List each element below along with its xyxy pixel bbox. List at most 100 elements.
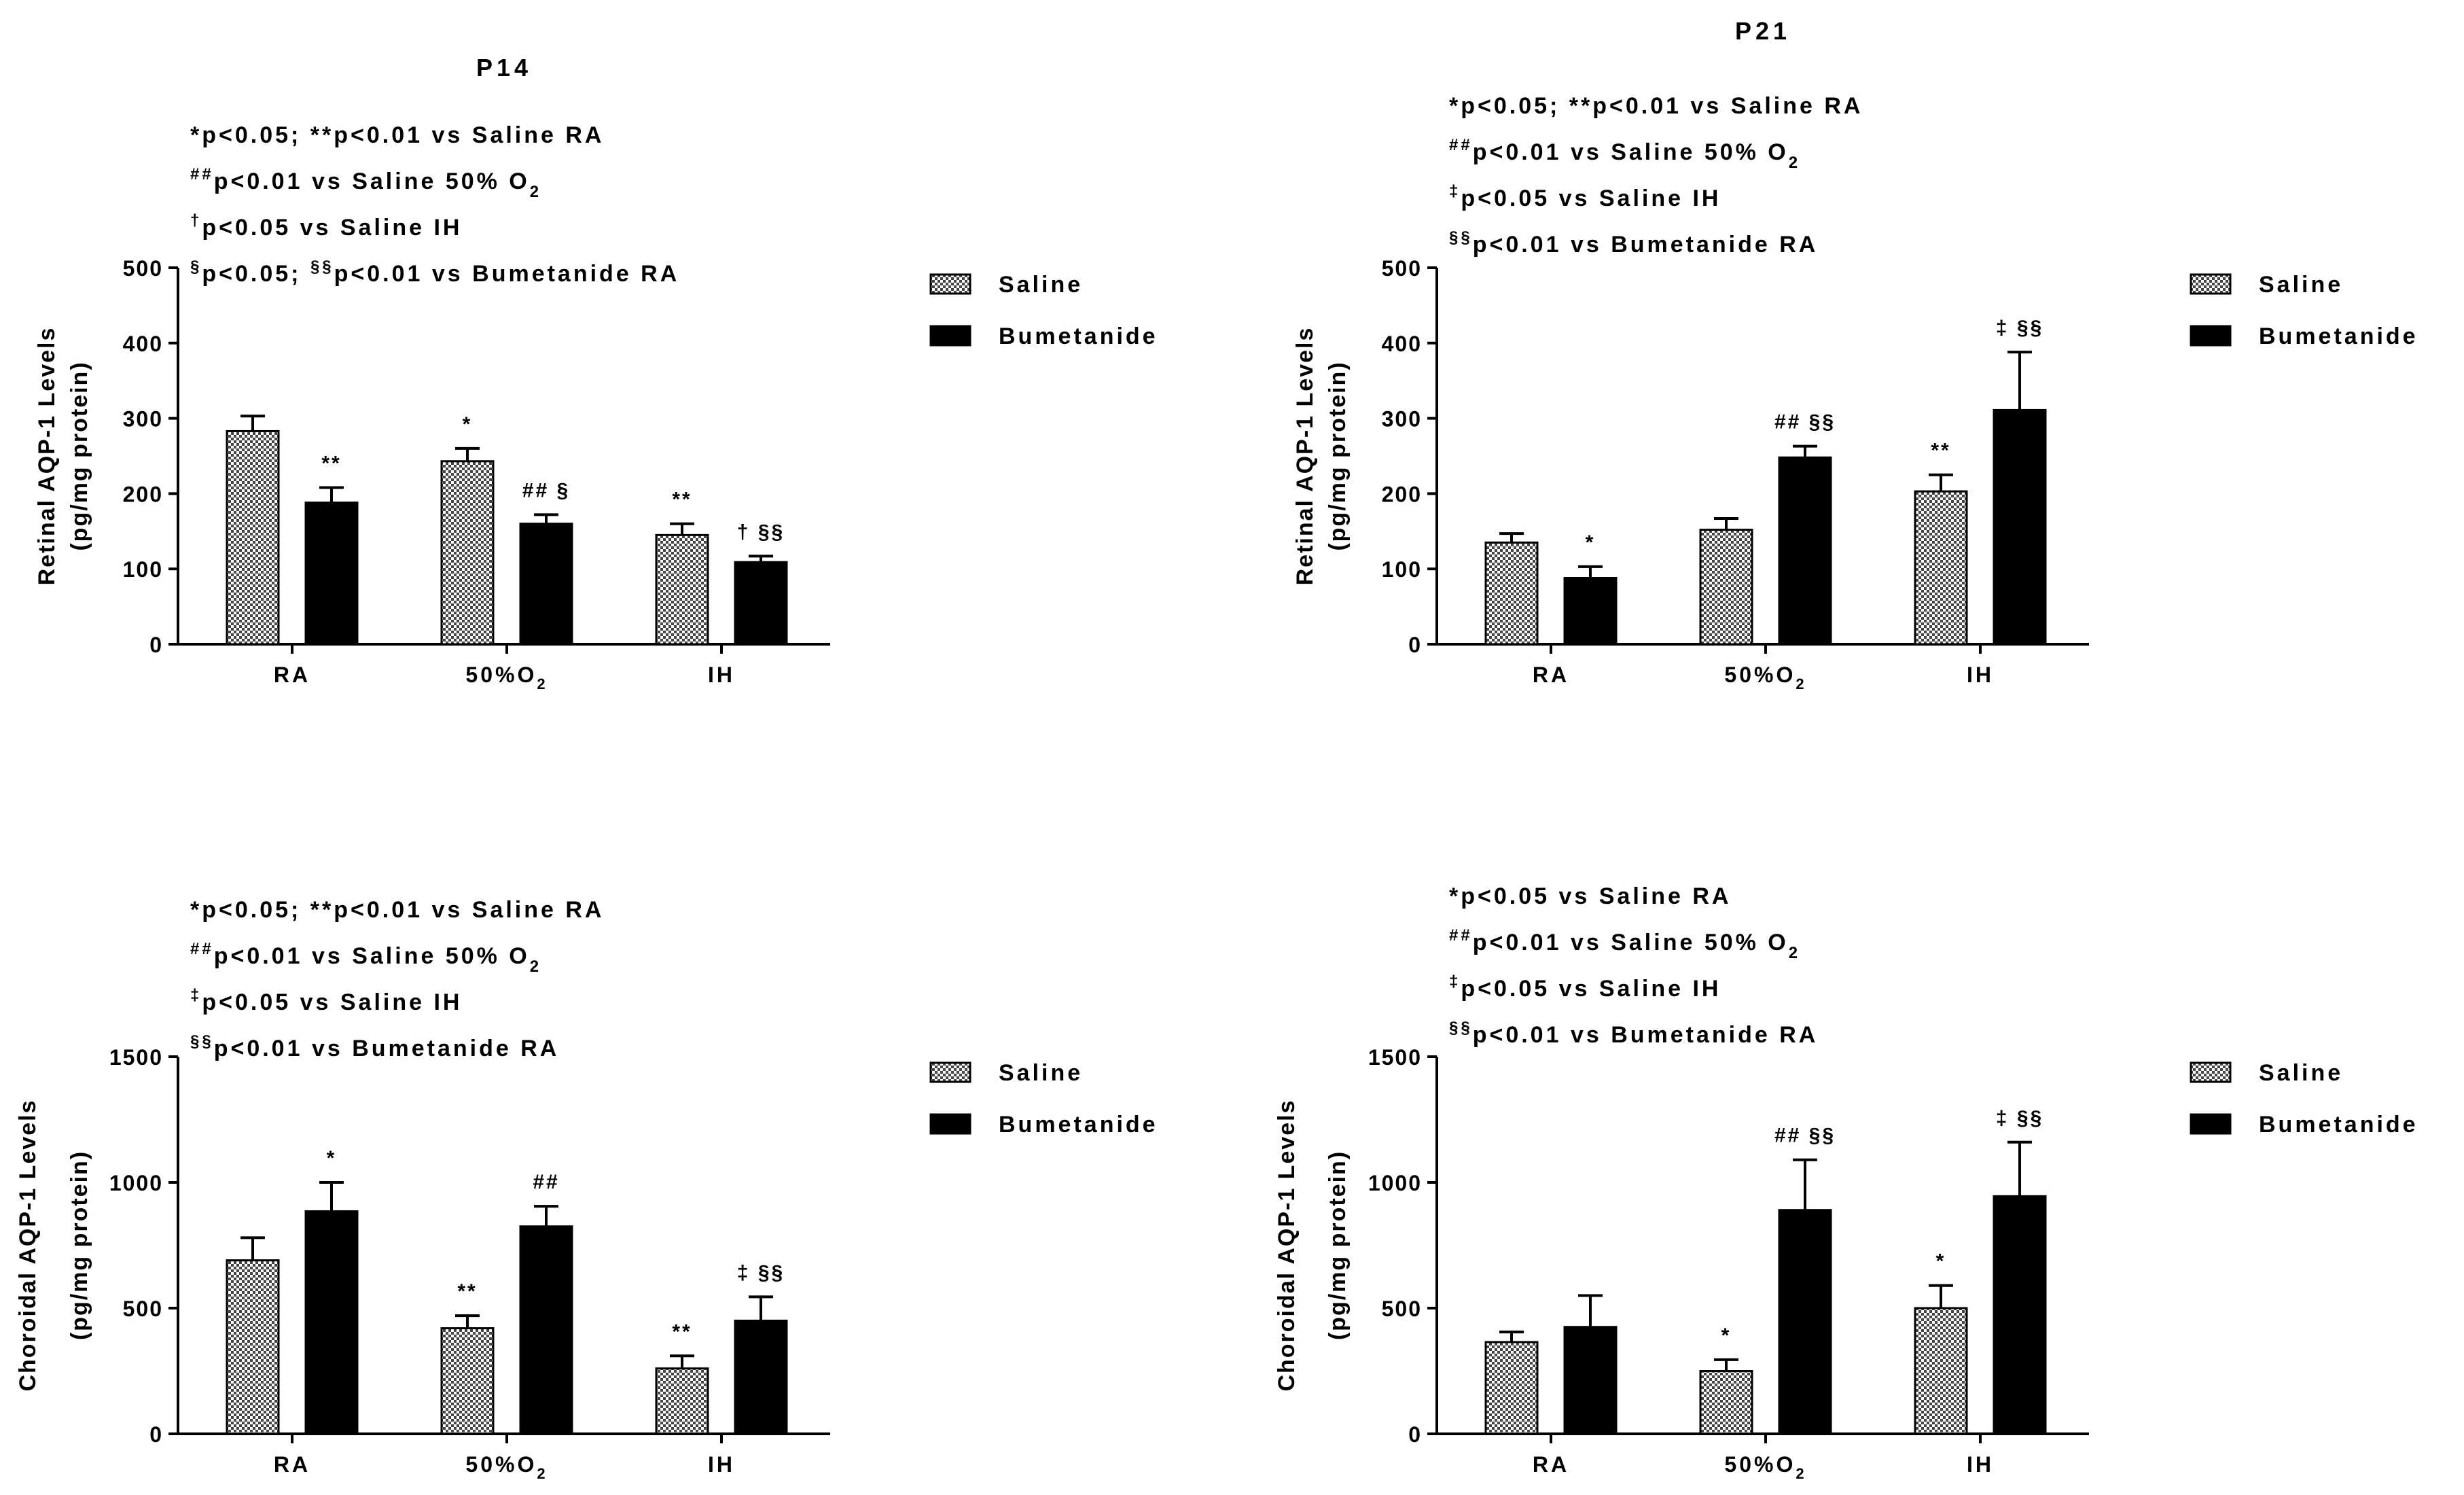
bar-bumetanide — [1778, 456, 1832, 646]
annotation-line: ‡p<0.05 vs Saline IH — [1449, 182, 1721, 211]
y-axis-label-units: (pg/mg protein) — [67, 361, 92, 550]
legend-label-bumetanide: Bumetanide — [999, 1112, 1158, 1138]
legend-swatch-bumetanide — [929, 1113, 971, 1135]
x-tick-text: 50%O — [1724, 663, 1796, 687]
bar-bumetanide — [1563, 576, 1618, 646]
annotation-line: ‡p<0.05 vs Saline IH — [1449, 972, 1721, 1002]
significance-marker: ** — [321, 453, 341, 475]
y-axis-label: Retinal AQP-1 Levels — [34, 327, 60, 586]
y-tick-label: 1000 — [109, 1171, 163, 1195]
x-tick-label: RA — [1533, 1452, 1569, 1477]
y-tick-label: 0 — [1408, 633, 1422, 657]
bar-saline — [440, 460, 495, 646]
bar-bumetanide — [1563, 1326, 1618, 1435]
y-tick-label: 1000 — [1368, 1171, 1422, 1195]
chart-panel-p21-retinal: P21*p<0.05; **p<0.01 vs Saline RA##p<0.0… — [1292, 17, 2418, 692]
legend-label-bumetanide: Bumetanide — [2259, 323, 2418, 349]
bar-saline — [655, 1367, 709, 1435]
legend-swatch-bumetanide — [2190, 325, 2232, 347]
bar-saline — [1484, 541, 1539, 646]
y-tick-label: 400 — [123, 332, 163, 356]
annotation-text: p<0.05; — [202, 261, 310, 287]
annotation-text: p<0.01 vs Saline 50% O — [1473, 139, 1789, 165]
y-tick-label: 500 — [123, 256, 163, 281]
annotation-line: *p<0.05 vs Saline RA — [1449, 883, 1731, 909]
y-tick-label: 500 — [1382, 1297, 1422, 1321]
significance-marker: ** — [457, 1280, 477, 1303]
annotation-line: §§p<0.01 vs Bumetanide RA — [1449, 228, 1818, 258]
significance-marker: ## § — [522, 479, 570, 502]
annotation-sub: 2 — [1789, 154, 1800, 172]
significance-marker: * — [1586, 531, 1596, 554]
bar-bumetanide — [1993, 1195, 2047, 1435]
annotation-sub: 2 — [530, 957, 541, 976]
x-tick-label: RA — [274, 663, 310, 687]
annotation-text: p<0.01 vs Saline 50% O — [1473, 930, 1789, 955]
significance-marker: ## §§ — [1774, 411, 1836, 434]
chart-panel-p21-choroidal: *p<0.05 vs Saline RA ##p<0.01 vs Saline 5… — [1274, 883, 2418, 1482]
annotation-text: p<0.01 vs Bumetanide RA — [334, 261, 680, 287]
annotation-text: p<0.01 vs Bumetanide RA — [214, 1036, 560, 1061]
annotation-text: *p<0.05; **p<0.01 vs Saline RA — [190, 897, 604, 923]
annotation-text: p<0.05 vs Saline IH — [1461, 976, 1721, 1002]
x-tick-subscript: 2 — [1796, 675, 1806, 692]
x-tick-label: IH — [708, 1452, 735, 1477]
annotation-sup: ## — [1449, 136, 1473, 154]
annotation-line: *p<0.05; **p<0.01 vs Saline RA — [190, 897, 604, 923]
x-tick-label: RA — [274, 1452, 310, 1477]
bar-saline — [1699, 529, 1753, 646]
chart-title: P14 — [476, 54, 532, 82]
legend-swatch-saline — [929, 1061, 971, 1083]
y-tick-label: 100 — [123, 557, 163, 582]
y-tick-label: 500 — [123, 1297, 163, 1321]
x-tick-text: IH — [1967, 1452, 1994, 1477]
x-tick-label: 50%O2 — [465, 1452, 548, 1482]
annotation-text: p<0.01 vs Bumetanide RA — [1473, 232, 1819, 258]
bar-saline — [226, 429, 280, 646]
bar-bumetanide — [519, 523, 573, 646]
annotation-sup: ## — [1449, 926, 1473, 945]
chart-panel-p14-retinal: P14*p<0.05; **p<0.01 vs Saline RA##p<0.0… — [34, 54, 1158, 692]
x-tick-text: RA — [274, 1452, 310, 1477]
y-tick-label: 1500 — [1368, 1045, 1422, 1070]
annotation-sup: ## — [190, 940, 214, 958]
annotation-sup: § — [190, 258, 202, 276]
x-tick-text: 50%O — [1724, 1452, 1796, 1477]
x-tick-text: RA — [1533, 663, 1569, 687]
legend-swatch-saline — [929, 273, 971, 295]
annotation-line: ‡p<0.05 vs Saline IH — [190, 986, 462, 1015]
legend-label-bumetanide: Bumetanide — [999, 323, 1158, 349]
legend-swatch-bumetanide — [2190, 1113, 2232, 1135]
y-axis-label-units: (pg/mg protein) — [1325, 361, 1351, 550]
annotation-text: *p<0.05; **p<0.01 vs Saline RA — [190, 122, 604, 148]
legend-swatch-bumetanide — [929, 325, 971, 347]
x-tick-label: IH — [1967, 1452, 1994, 1477]
annotation-line: ##p<0.01 vs Saline 50% O2 — [1449, 136, 1800, 172]
y-tick-label: 300 — [1382, 407, 1422, 432]
x-tick-label: IH — [708, 663, 735, 687]
x-tick-label: 50%O2 — [1724, 663, 1806, 692]
y-tick-label: 200 — [123, 482, 163, 506]
y-tick-label: 100 — [1382, 557, 1422, 582]
annotation-line: §§p<0.01 vs Bumetanide RA — [1449, 1019, 1818, 1048]
significance-marker: * — [327, 1147, 337, 1169]
bar-saline — [1914, 490, 1968, 646]
legend-swatch-saline — [2190, 273, 2232, 295]
y-tick-label: 0 — [149, 633, 163, 657]
annotation-text: *p<0.05; **p<0.01 vs Saline RA — [1449, 93, 1863, 119]
bar-bumetanide — [734, 561, 788, 646]
annotation-text: p<0.01 vs Saline 50% O — [214, 943, 530, 969]
x-tick-subscript: 2 — [537, 1465, 548, 1482]
x-tick-label: 50%O2 — [1724, 1452, 1806, 1482]
y-tick-label: 500 — [1382, 256, 1422, 281]
significance-marker: ‡ §§ — [1996, 317, 2043, 339]
legend-label-saline: Saline — [2259, 1060, 2343, 1086]
y-axis-label-units: (pg/mg protein) — [1325, 1150, 1351, 1340]
legend-label-bumetanide: Bumetanide — [2259, 1112, 2418, 1138]
significance-marker: * — [463, 413, 473, 436]
annotation-sub: 2 — [530, 183, 541, 201]
x-tick-text: 50%O — [465, 663, 537, 687]
x-tick-label: RA — [1533, 663, 1569, 687]
x-tick-subscript: 2 — [1796, 1465, 1806, 1482]
bar-saline — [655, 533, 709, 646]
